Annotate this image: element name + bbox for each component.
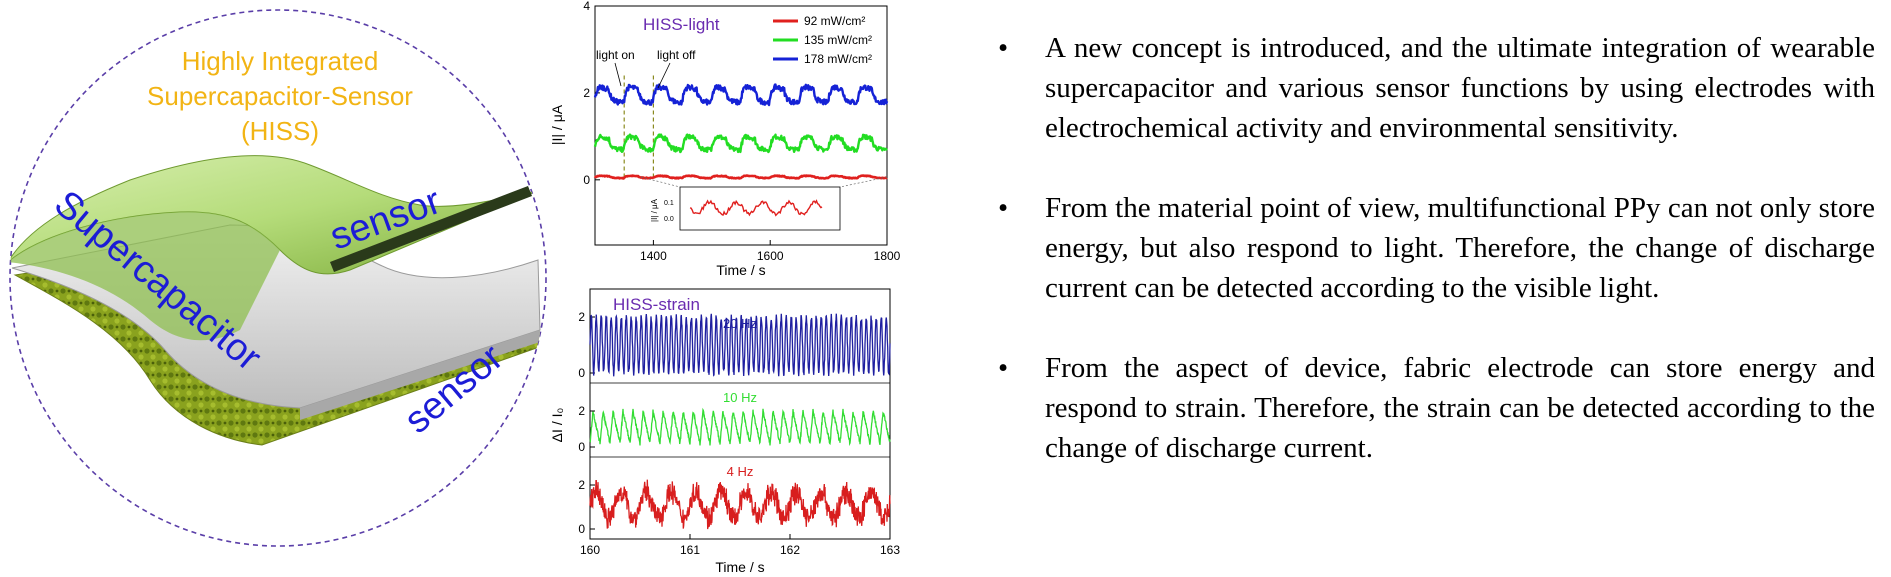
light-ytick-label: 2: [583, 86, 590, 100]
light-xlabel: Time / s: [716, 262, 765, 278]
strain-ytick-label: 2: [578, 404, 585, 418]
strain-series-line: [589, 479, 891, 530]
light-ytick-label: 0: [583, 173, 590, 187]
sensor-electrode-strip: [330, 186, 532, 272]
light-ylabel: |I| / μA: [549, 104, 565, 145]
legend-label-92: 92 mW/cm²: [804, 14, 865, 28]
light-series-line: [593, 83, 889, 107]
bullet-item: • A new concept is introduced, and the ul…: [990, 28, 1875, 148]
outline-circle: [9, 9, 547, 547]
hiss-strain-chart: 2 0 2 0 2 0 160 161 162 163 HISS-strain 20 Hz 10…: [549, 288, 900, 575]
inset-ytick-1: 0.1: [664, 200, 674, 207]
light-annotation-on: light on: [596, 48, 635, 62]
strain-xtick-label: 161: [680, 543, 700, 557]
strain-xtick-label: 160: [580, 543, 600, 557]
strain-ytick-label: 0: [578, 522, 585, 536]
light-inset: |I| / μA 0.1 0.0: [640, 176, 888, 231]
bullet-item: • From the aspect of device, fabric elect…: [990, 348, 1875, 468]
strain-ylabel: ΔI / I₀: [549, 408, 565, 443]
illustration-title-line-2: Supercapacitor-Sensor: [147, 81, 413, 111]
strain-xtick-label: 163: [880, 543, 900, 557]
light-ytick-label: 4: [583, 0, 590, 13]
strain-panel-label-10hz: 10 Hz: [723, 390, 757, 405]
illustration-title-line-3: (HISS): [241, 116, 319, 146]
illustration-title-line-1: Highly Integrated: [182, 46, 379, 76]
light-series-line: [593, 133, 888, 154]
strain-ytick-label: 0: [578, 440, 585, 454]
light-legend: 92 mW/cm² 135 mW/cm² 178 mW/cm²: [773, 14, 872, 66]
key-points-list: • A new concept is introduced, and the ul…: [990, 28, 1875, 468]
light-xtick-label: 1600: [757, 249, 784, 263]
inset-ytick-2: 0.0: [664, 216, 674, 223]
bullet-symbol: •: [998, 192, 1009, 224]
hiss-light-chart: 1400 1600 1800 0 2 4 HISS-light light on ligh…: [549, 0, 901, 278]
bullet-text: From the aspect of device, fabric electr…: [1045, 352, 1875, 464]
light-annotation-off: light off: [657, 48, 696, 62]
light-chart-title: HISS-light: [643, 15, 720, 34]
light-xtick-label: 1400: [640, 249, 667, 263]
strain-series-line: [589, 407, 891, 447]
bullet-item: • From the material point of view, multif…: [990, 188, 1875, 308]
bullet-text: From the material point of view, multifu…: [1045, 192, 1875, 304]
strain-xtick-label: 162: [780, 543, 800, 557]
light-series-line: [593, 174, 888, 180]
bullet-symbol: •: [998, 32, 1009, 64]
hiss-illustration: Highly Integrated Supercapacitor-Sensor …: [9, 9, 547, 547]
strain-panel-label-4hz: 4 Hz: [727, 464, 754, 479]
light-xtick-label: 1800: [874, 249, 901, 263]
light-plot-frame: [594, 5, 888, 246]
strain-ytick-label: 0: [578, 366, 585, 380]
strain-ytick-label: 2: [578, 310, 585, 324]
strain-series-line: [589, 313, 891, 377]
strain-ytick-label: 2: [578, 478, 585, 492]
strain-plot-frame: [589, 288, 891, 540]
legend-label-135: 135 mW/cm²: [804, 33, 872, 47]
strain-xlabel: Time / s: [715, 559, 764, 575]
strain-panel-label-20hz: 20 Hz: [723, 316, 757, 331]
bullet-text: A new concept is introduced, and the ult…: [1045, 32, 1875, 144]
strain-chart-title: HISS-strain: [613, 295, 700, 314]
inset-ylabel: |I| / μA: [650, 198, 659, 222]
bullet-symbol: •: [998, 352, 1009, 384]
legend-label-178: 178 mW/cm²: [804, 52, 872, 66]
inset-series-line: [689, 199, 823, 217]
